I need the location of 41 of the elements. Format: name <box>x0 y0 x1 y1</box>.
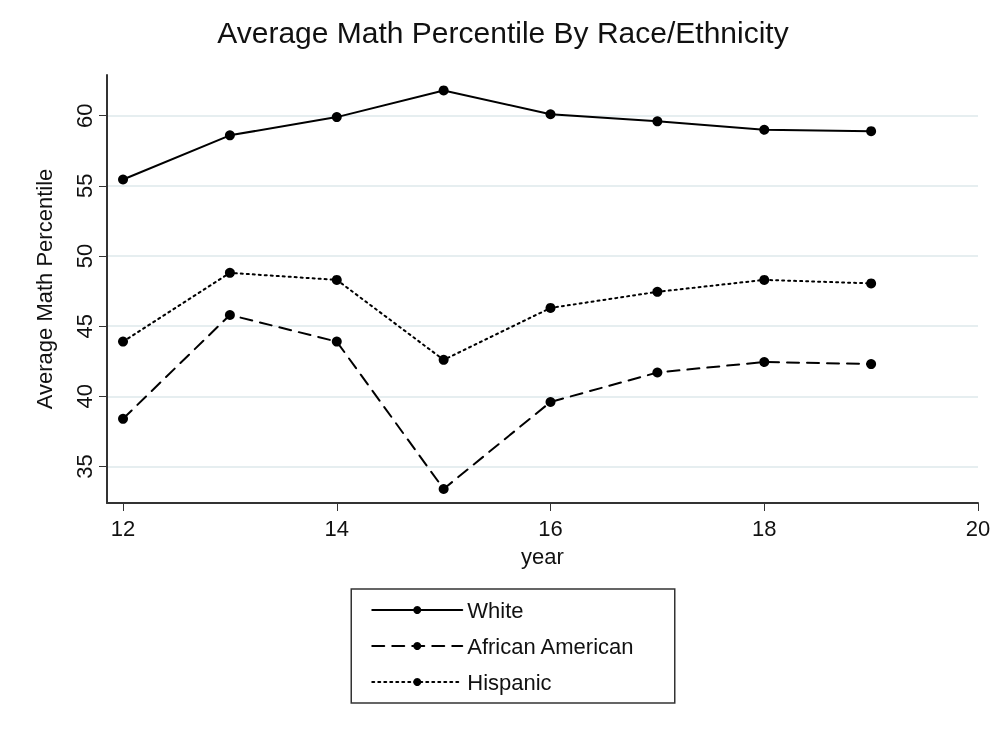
legend-label: Hispanic <box>467 669 552 695</box>
point <box>545 302 556 313</box>
y-tick-label: 50 <box>71 243 97 269</box>
y-tick-label: 35 <box>71 454 97 479</box>
x-tick-label: 12 <box>110 515 136 541</box>
y-tick-label: 40 <box>71 384 97 409</box>
chart-title: Average Math Percentile By Race/Ethnicity <box>217 15 789 49</box>
point <box>759 356 770 367</box>
point <box>545 396 556 407</box>
point <box>331 112 342 123</box>
point <box>866 278 877 289</box>
x-tick-label: 18 <box>752 515 777 541</box>
point <box>438 354 449 365</box>
point <box>118 336 129 347</box>
legend-label: White <box>467 597 524 623</box>
point <box>866 126 877 137</box>
legend-label: African American <box>467 633 634 659</box>
point <box>438 85 449 96</box>
y-tick-label: 60 <box>71 103 97 128</box>
point <box>118 174 129 185</box>
x-tick-label: 16 <box>538 515 563 541</box>
point <box>759 274 770 285</box>
y-tick-label: 45 <box>71 313 97 339</box>
point <box>118 413 129 424</box>
y-tick-label: 55 <box>71 173 97 199</box>
point <box>331 336 342 347</box>
x-axis-title: year <box>521 543 564 569</box>
point <box>224 130 235 141</box>
point <box>224 267 235 278</box>
point <box>652 286 663 297</box>
point <box>331 274 342 285</box>
point <box>652 116 663 127</box>
point <box>224 309 235 320</box>
point <box>545 109 556 120</box>
point <box>438 483 449 494</box>
x-tick-label: 20 <box>965 515 991 541</box>
y-axis-title: Average Math Percentile <box>31 168 57 410</box>
x-tick-label: 14 <box>324 515 350 541</box>
point <box>652 367 663 378</box>
point <box>759 124 770 135</box>
point <box>866 359 877 370</box>
